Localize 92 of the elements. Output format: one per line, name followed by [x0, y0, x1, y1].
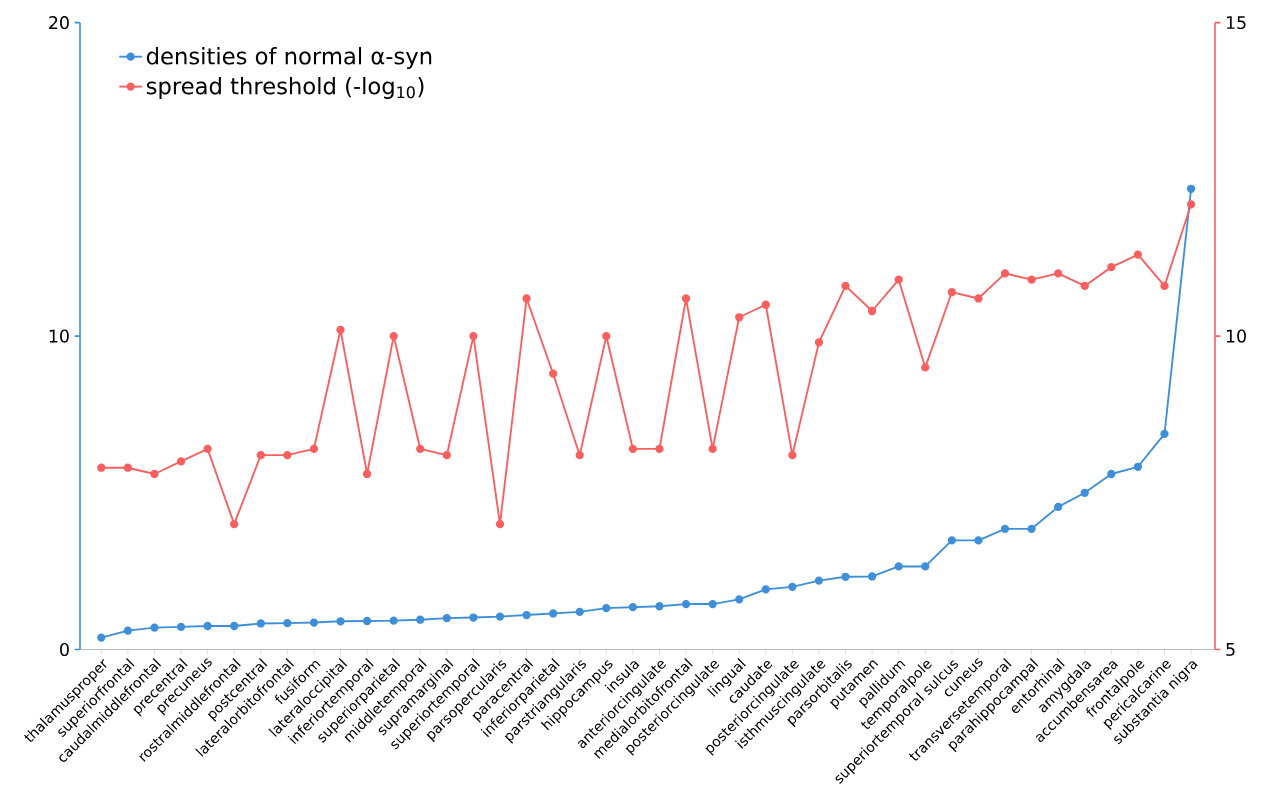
- point: [1000, 269, 1010, 278]
- point: [841, 281, 850, 291]
- point: [362, 616, 372, 626]
- point: [974, 536, 983, 545]
- point: [1133, 462, 1143, 471]
- point: [841, 572, 850, 581]
- point: [788, 582, 797, 592]
- point: [416, 615, 425, 624]
- y-tick-label: 10: [49, 329, 69, 343]
- point: [681, 599, 691, 609]
- point: [1186, 184, 1196, 193]
- point: [495, 612, 505, 621]
- point: [867, 306, 877, 316]
- point: [522, 610, 531, 620]
- point: [735, 595, 744, 604]
- point: [283, 451, 292, 460]
- y2-tick-label: 10: [1226, 329, 1246, 343]
- point: [1054, 269, 1063, 278]
- point: [947, 536, 956, 545]
- point: [1133, 250, 1143, 259]
- point: [947, 288, 956, 297]
- point: [309, 444, 319, 454]
- point: [362, 469, 372, 479]
- point: [416, 444, 425, 454]
- point: [1160, 429, 1169, 439]
- legend-label: spread threshold (-log$_{10}$): [146, 77, 424, 99]
- point: [389, 332, 398, 341]
- y-tick-label: 20: [49, 16, 69, 30]
- point: [336, 325, 345, 335]
- point: [814, 338, 824, 347]
- point: [921, 562, 930, 571]
- point: [1027, 275, 1036, 284]
- point: [150, 469, 159, 479]
- point: [203, 444, 212, 454]
- point: [1186, 200, 1196, 209]
- point: [549, 609, 558, 618]
- point: [867, 572, 877, 581]
- point: [708, 444, 717, 454]
- y2-tick-label: 5: [1226, 643, 1235, 657]
- point: [894, 275, 903, 284]
- point: [628, 603, 638, 612]
- point: [97, 633, 106, 642]
- point: [336, 617, 345, 626]
- point: [761, 585, 770, 594]
- point: [1054, 502, 1063, 512]
- point: [761, 300, 770, 309]
- point: [442, 614, 451, 623]
- point: [522, 294, 531, 303]
- point: [655, 602, 664, 611]
- point: [442, 451, 451, 460]
- point: [469, 332, 478, 341]
- point: [256, 451, 265, 460]
- point: [681, 294, 691, 303]
- point: [655, 444, 664, 454]
- point: [123, 626, 133, 635]
- point: [495, 520, 505, 529]
- point: [549, 369, 558, 378]
- point: [575, 607, 584, 617]
- point: [256, 619, 265, 628]
- point: [283, 619, 292, 628]
- point: [1107, 469, 1116, 479]
- point: [921, 363, 930, 372]
- point: [97, 463, 106, 472]
- point: [230, 520, 239, 529]
- point: [814, 576, 824, 585]
- point: [575, 451, 584, 460]
- point: [176, 622, 186, 632]
- point: [1107, 263, 1116, 272]
- point: [309, 618, 319, 627]
- point: [389, 616, 398, 625]
- y-tick-label: 0: [60, 643, 69, 657]
- point: [203, 621, 212, 631]
- point: [1160, 281, 1169, 291]
- point: [1000, 524, 1010, 534]
- point: [1027, 524, 1036, 534]
- point: [628, 444, 638, 454]
- point: [1080, 488, 1089, 497]
- point: [230, 621, 239, 631]
- point: [123, 463, 133, 472]
- point: [1080, 281, 1089, 291]
- legend-label: densities of normal α-syn: [146, 47, 432, 70]
- point: [176, 457, 186, 466]
- point: [708, 599, 717, 609]
- point: [735, 313, 744, 322]
- point: [602, 604, 611, 613]
- point: [894, 562, 903, 571]
- point: [788, 451, 797, 460]
- point: [469, 613, 478, 622]
- point: [602, 332, 611, 341]
- point: [150, 623, 159, 632]
- y2-tick-label: 15: [1226, 16, 1246, 30]
- point: [974, 294, 983, 303]
